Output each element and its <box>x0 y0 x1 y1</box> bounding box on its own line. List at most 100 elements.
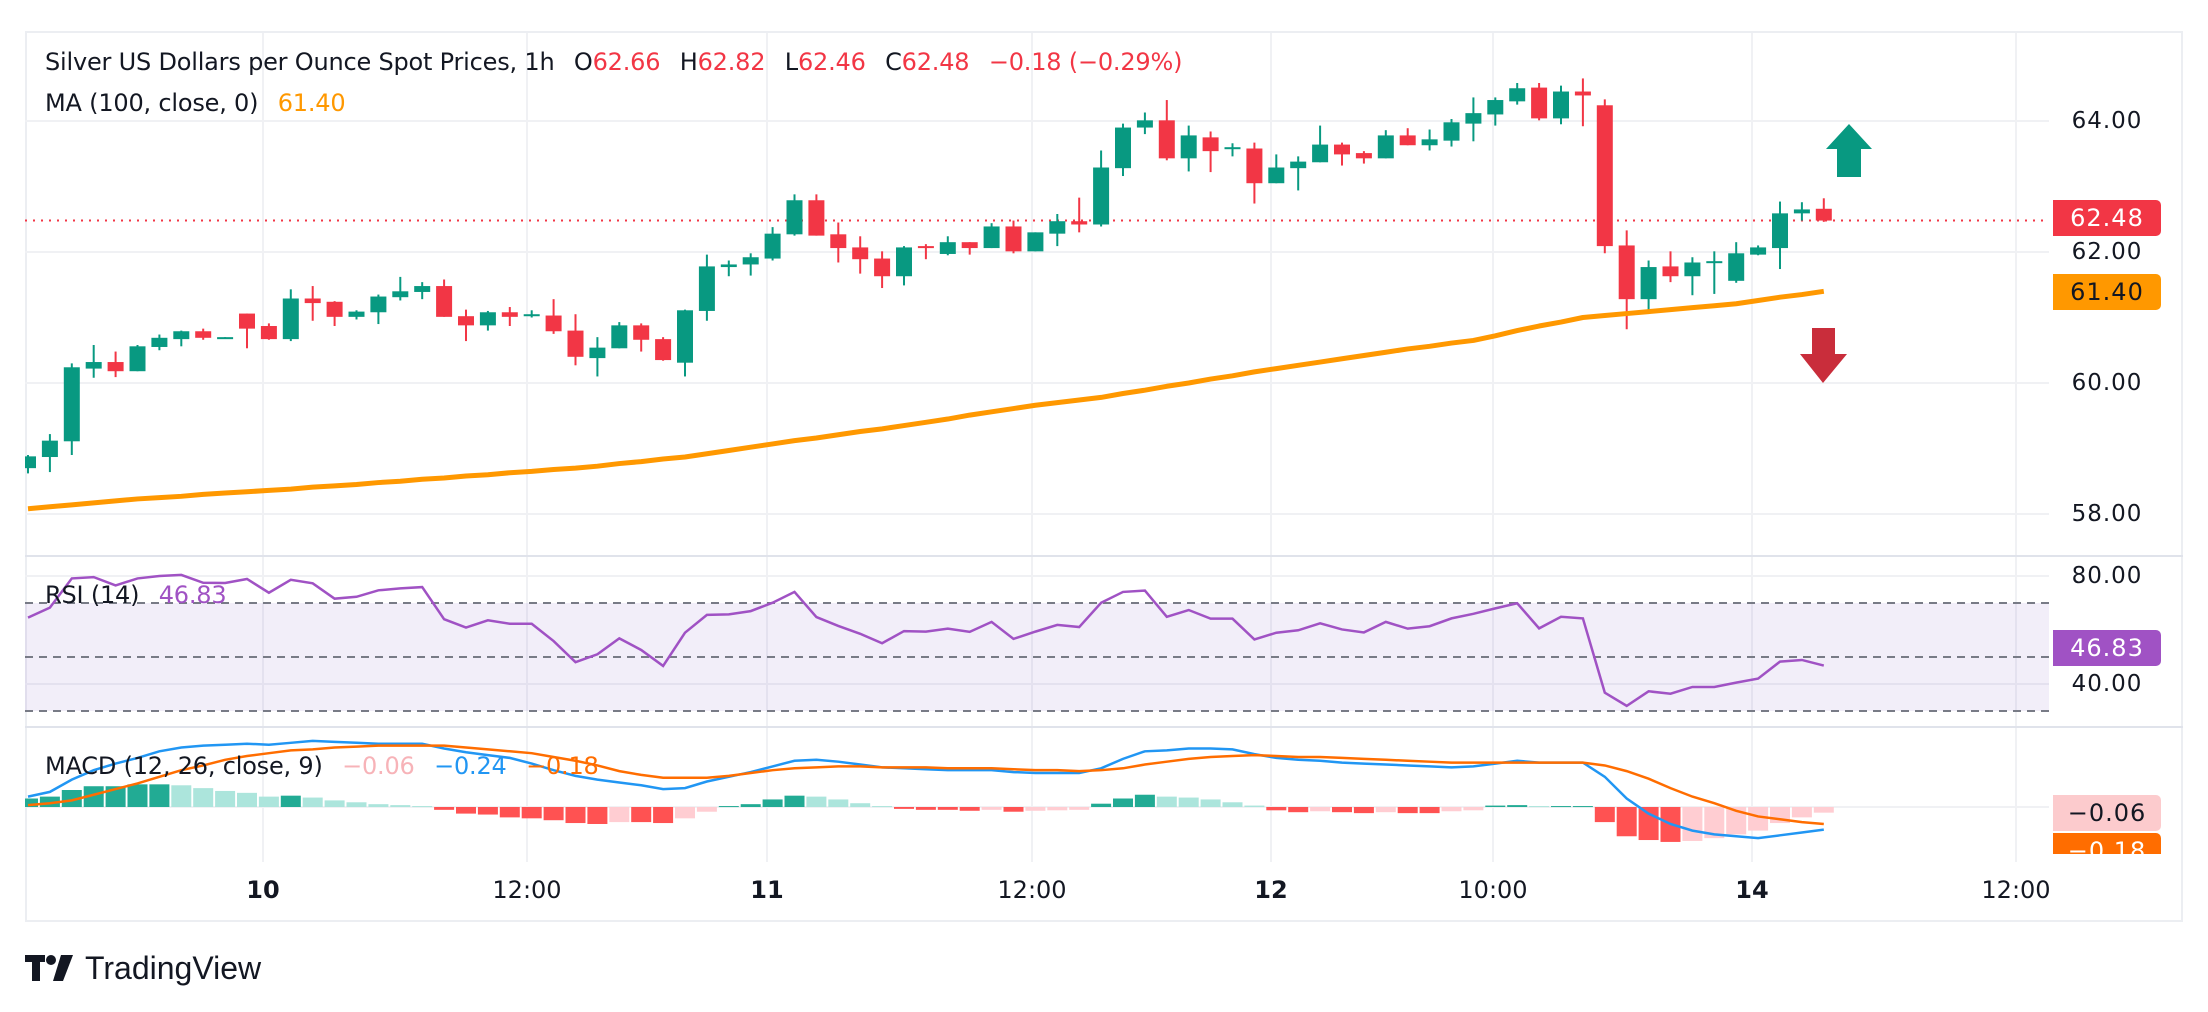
candle-body <box>1574 91 1591 96</box>
candle[interactable] <box>1355 151 1372 164</box>
candle[interactable] <box>41 434 58 473</box>
candle[interactable] <box>874 251 891 289</box>
candle[interactable] <box>1772 201 1788 270</box>
candle[interactable] <box>698 254 715 321</box>
candle[interactable] <box>1750 245 1767 256</box>
candle[interactable] <box>107 351 124 378</box>
candle[interactable] <box>1553 85 1569 125</box>
candle[interactable] <box>545 299 562 334</box>
macd-axis[interactable]: −0.06 −0.18 <box>2049 727 2183 854</box>
candle[interactable] <box>1005 220 1022 254</box>
candle[interactable] <box>501 307 518 327</box>
candle[interactable] <box>1136 112 1153 135</box>
candle[interactable] <box>195 328 212 340</box>
macd-pane <box>25 739 1834 842</box>
candle[interactable] <box>1115 123 1131 177</box>
candle[interactable] <box>1071 197 1088 233</box>
candle[interactable] <box>1421 129 1438 151</box>
candle[interactable] <box>239 313 255 349</box>
candle[interactable] <box>567 314 584 366</box>
candle[interactable] <box>414 282 431 300</box>
candle[interactable] <box>764 227 781 261</box>
candle[interactable] <box>589 337 606 377</box>
candle[interactable] <box>1662 251 1679 283</box>
candle[interactable] <box>1815 198 1832 222</box>
macd-histogram-bar <box>1682 807 1703 841</box>
candle[interactable] <box>260 323 277 340</box>
candle[interactable] <box>939 236 956 256</box>
candle[interactable] <box>370 294 387 325</box>
candle[interactable] <box>1531 83 1548 121</box>
candle[interactable] <box>1793 202 1810 221</box>
candle[interactable] <box>633 323 650 352</box>
time-axis[interactable]: 10 12:00 11 12:00 12 10:00 14 12:00 <box>25 862 2049 922</box>
candle[interactable] <box>20 455 36 474</box>
macd-histogram-bar <box>61 790 82 807</box>
candle[interactable] <box>282 289 299 342</box>
candle[interactable] <box>611 322 628 349</box>
candle[interactable] <box>1093 150 1110 227</box>
candle[interactable] <box>1246 142 1263 204</box>
macd-histogram-bar <box>127 784 148 807</box>
candle[interactable] <box>1640 260 1657 313</box>
candle[interactable] <box>1684 257 1701 296</box>
candle[interactable] <box>217 337 234 340</box>
candle[interactable] <box>436 279 453 317</box>
candle[interactable] <box>479 310 496 331</box>
candle[interactable] <box>655 337 672 361</box>
candle[interactable] <box>1574 78 1591 127</box>
macd-histogram-bar <box>740 804 761 807</box>
candle[interactable] <box>523 310 540 318</box>
candle[interactable] <box>1158 100 1175 161</box>
candle[interactable] <box>1509 83 1526 105</box>
candle[interactable] <box>1224 143 1241 157</box>
candle[interactable] <box>896 246 912 286</box>
tradingview-logo[interactable]: TradingView <box>25 950 261 987</box>
candle[interactable] <box>1465 97 1482 142</box>
candle[interactable] <box>1202 131 1219 173</box>
candle[interactable] <box>1706 251 1723 294</box>
candle[interactable] <box>677 309 693 377</box>
macd-histogram-bar <box>1507 805 1528 807</box>
candle[interactable] <box>1443 119 1460 147</box>
candle-body <box>151 337 168 347</box>
candle[interactable] <box>961 242 978 255</box>
candle[interactable] <box>458 309 474 342</box>
candle[interactable] <box>1027 232 1044 252</box>
candle[interactable] <box>917 244 934 260</box>
candle[interactable] <box>808 194 825 236</box>
candle[interactable] <box>1180 125 1197 172</box>
candle[interactable] <box>151 334 168 351</box>
macd-histogram-bar <box>456 807 476 814</box>
candle[interactable] <box>742 253 759 276</box>
candle[interactable] <box>1728 242 1745 283</box>
candle[interactable] <box>1312 125 1329 163</box>
candle[interactable] <box>326 301 343 327</box>
candle[interactable] <box>830 222 847 263</box>
candle[interactable] <box>173 330 190 347</box>
candle[interactable] <box>304 286 321 321</box>
candle[interactable] <box>1377 130 1394 159</box>
candle[interactable] <box>348 310 365 320</box>
candle[interactable] <box>983 223 1000 249</box>
candle[interactable] <box>786 194 803 236</box>
candle[interactable] <box>1049 214 1066 247</box>
change-value: −0.18 (−0.29%) <box>988 48 1183 76</box>
macd-legend: MACD (12, 26, close, 9) −0.06 −0.24 −0.1… <box>45 752 599 780</box>
candle[interactable] <box>1399 128 1416 146</box>
candle[interactable] <box>1290 156 1307 191</box>
candle[interactable] <box>1487 97 1504 126</box>
candle[interactable] <box>392 276 409 301</box>
candle[interactable] <box>1268 154 1285 184</box>
candle[interactable] <box>1334 142 1350 166</box>
macd-histogram-bar <box>1638 807 1659 841</box>
candle[interactable] <box>85 345 102 378</box>
candle-body <box>173 331 190 340</box>
candle[interactable] <box>63 363 80 456</box>
candle-body <box>1509 88 1526 102</box>
candle[interactable] <box>720 260 737 277</box>
candle[interactable] <box>129 345 146 372</box>
candle[interactable] <box>1596 99 1613 254</box>
candle[interactable] <box>852 236 869 274</box>
